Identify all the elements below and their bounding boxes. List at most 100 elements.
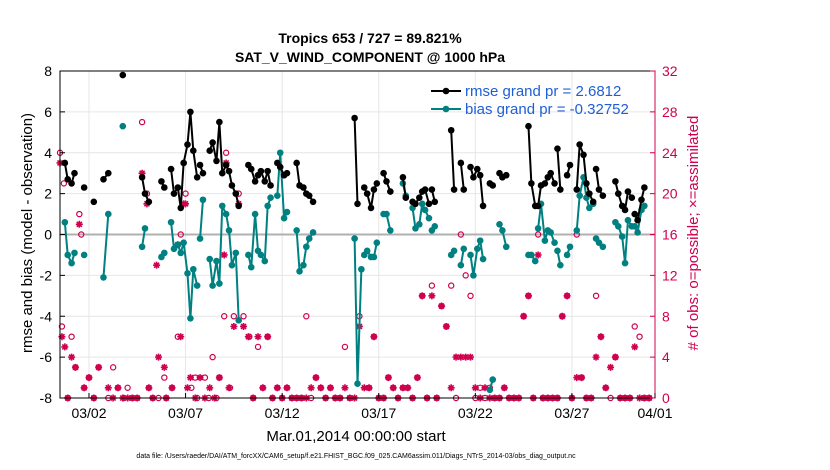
bias-point (502, 243, 510, 251)
obs-assimilated-marker (61, 343, 69, 351)
bias-point (470, 272, 477, 279)
obs-assimilated-marker (220, 251, 228, 259)
bias-point (634, 229, 641, 236)
obs-assimilated-marker (404, 384, 412, 392)
bias-point (216, 280, 223, 287)
bias-point (138, 243, 146, 251)
bias-point (431, 223, 439, 230)
rmse-point (261, 178, 269, 185)
bias-point (196, 235, 204, 242)
bias-point (351, 235, 358, 242)
obs-assimilated-marker (317, 384, 325, 392)
rmse-point (141, 190, 149, 197)
bias-point (300, 261, 307, 269)
rmse-point (470, 173, 477, 181)
rmse-point (206, 147, 214, 155)
bias-line (208, 205, 240, 321)
y2-tick-label: 24 (662, 145, 678, 161)
bias-point (228, 261, 236, 269)
bias-point (247, 263, 255, 271)
obs-assimilated-marker (389, 384, 397, 392)
obs-possible-marker (428, 282, 436, 289)
rmse-point (534, 202, 542, 210)
obs-possible-marker (240, 313, 247, 320)
obs-possible-marker (209, 353, 216, 361)
rmse-point (489, 182, 497, 189)
rmse-point (599, 192, 607, 199)
rmse-line (459, 162, 465, 190)
obs-assimilated-marker (230, 322, 238, 330)
rmse-point (428, 186, 436, 193)
rmse-point (447, 126, 455, 134)
obs-assimilated-marker (365, 384, 373, 392)
x-axis-label: Mar.01,2014 00:00:00 start (266, 428, 446, 445)
bias-point (563, 251, 571, 259)
obs-assimilated-marker (68, 353, 76, 361)
rmse-point (631, 210, 639, 218)
obs-possible-marker (447, 282, 455, 289)
rmse-point (563, 171, 571, 179)
rmse-point (402, 194, 410, 202)
rmse-point (547, 169, 554, 177)
obs-possible-marker (58, 323, 66, 330)
rmse-point (187, 108, 194, 116)
rmse-series (61, 71, 648, 224)
obs-assimilated-marker (360, 384, 368, 392)
rmse-point (460, 186, 468, 193)
obs-possible-marker (221, 313, 228, 320)
obs-assimilated-marker (153, 261, 161, 269)
bias-point (245, 251, 252, 259)
legend-marker (442, 87, 450, 95)
rmse-point (216, 118, 223, 126)
obs-assimilated-marker (500, 384, 508, 392)
bias-point (71, 249, 78, 257)
rmse-point (300, 184, 307, 191)
obs-possible-marker (636, 333, 643, 340)
bias-point (499, 227, 506, 234)
obs-possible-marker (592, 292, 600, 300)
obs-possible-marker (341, 343, 349, 351)
bias-point (80, 251, 88, 259)
rmse-point (373, 180, 381, 187)
obs-assimilated-marker (534, 251, 542, 259)
bias-point (189, 265, 197, 273)
y2-tick-label: 32 (662, 63, 678, 79)
bias-point (363, 247, 371, 255)
data-file-footer: data file: /Users/raeder/DAI/ATM_forcXX/… (136, 453, 576, 460)
bias-point (416, 220, 423, 228)
bias-point (489, 376, 497, 383)
obs-assimilated-marker (573, 374, 581, 382)
obs-assimilated-marker (71, 363, 79, 371)
rmse-point (177, 204, 185, 212)
rmse-point (283, 169, 291, 177)
rmse-point (351, 114, 358, 122)
rmse-point (196, 161, 204, 169)
rmse-point (119, 71, 127, 79)
rmse-point (592, 165, 600, 173)
obs-assimilated-marker (95, 363, 103, 371)
obs-assimilated-marker (520, 312, 528, 320)
bias-point (418, 200, 426, 208)
bias-point (61, 218, 69, 226)
obs-assimilated-marker (244, 333, 252, 341)
obs-assimilated-marker (80, 384, 88, 392)
obs-assimilated-marker (481, 384, 489, 392)
x-tick-label: 03/12 (265, 405, 300, 421)
obs-assimilated-marker (196, 374, 204, 382)
bias-point (473, 245, 481, 253)
bias-point (161, 249, 168, 257)
rmse-point (104, 169, 112, 177)
obs-possible-marker (222, 149, 230, 156)
bias-point (141, 225, 149, 232)
rmse-point (68, 180, 75, 187)
bias-point (551, 239, 558, 246)
bias-point (631, 223, 639, 230)
bias-point (479, 255, 487, 263)
y-tick-label: 4 (44, 145, 52, 161)
bias-point (425, 214, 433, 222)
bias-point (213, 257, 220, 265)
obs-assimilated-marker (264, 333, 272, 341)
y-tick-label: 6 (44, 104, 52, 120)
rmse-point (193, 173, 201, 181)
x-tick-label: 03/02 (71, 405, 106, 421)
